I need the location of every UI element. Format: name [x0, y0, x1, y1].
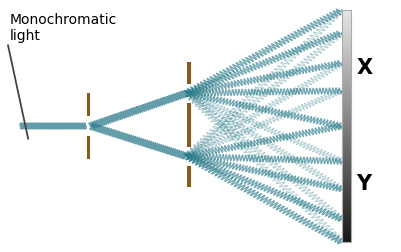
Bar: [187, 62, 190, 84]
Bar: [341, 10, 350, 242]
Bar: [187, 103, 190, 147]
Text: Y: Y: [356, 174, 371, 194]
Text: X: X: [356, 58, 372, 78]
Bar: [187, 166, 190, 187]
Bar: [87, 136, 90, 159]
Bar: [87, 93, 90, 116]
Text: Monochromatic
light: Monochromatic light: [10, 13, 117, 43]
